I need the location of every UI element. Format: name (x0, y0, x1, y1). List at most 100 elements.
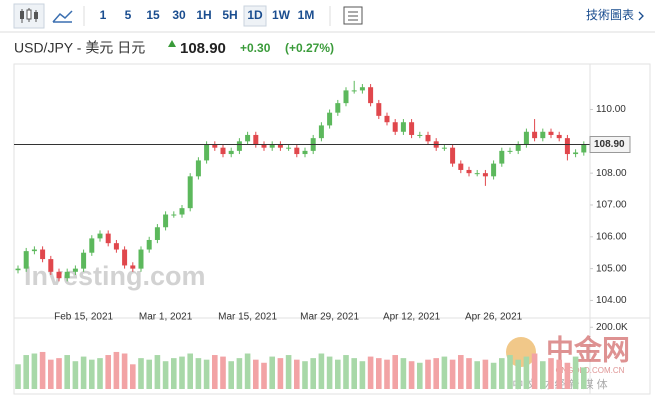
candle-body (441, 147, 447, 149)
candle-body (359, 87, 365, 91)
volume-bar (285, 355, 292, 389)
volume-bar (146, 359, 152, 389)
volume-bar (425, 359, 431, 389)
volume-bar (392, 355, 398, 389)
candle-body (302, 150, 308, 155)
volume-bar (326, 356, 333, 389)
volume-bar (72, 361, 79, 389)
volume-bar (48, 359, 54, 389)
volume-bar (97, 358, 103, 389)
volume-bar (23, 355, 29, 389)
volume-bar (171, 358, 177, 389)
candle-body (425, 134, 431, 142)
candle-body (384, 115, 390, 123)
interval-button[interactable]: 15 (146, 8, 160, 22)
volume-bar (130, 364, 136, 389)
chevron (638, 11, 644, 21)
candle-body (97, 233, 103, 239)
candle-body (171, 214, 177, 216)
last-price-label: 108.90 (594, 139, 625, 150)
candle-body (351, 90, 357, 92)
interval-button[interactable]: 1W (272, 8, 291, 22)
candle-body (573, 152, 579, 155)
candle-body (31, 249, 37, 252)
interval-button[interactable]: 1D (247, 8, 263, 22)
candle-body (130, 265, 136, 269)
volume-bar (417, 362, 423, 389)
candle-body (400, 122, 406, 132)
y-tick-label: 108.00 (596, 168, 627, 179)
volume-bar (433, 358, 439, 389)
interval-button[interactable]: 1H (196, 8, 211, 22)
volume-bar (31, 353, 38, 389)
candle-body (89, 238, 95, 253)
volume-bar (212, 355, 218, 389)
candle-body (72, 268, 78, 272)
candle-body (23, 251, 29, 269)
volume-bar (408, 361, 415, 389)
interval-button[interactable]: 1 (100, 8, 107, 22)
last-price: 108.90 (180, 40, 226, 57)
volume-bar (64, 355, 70, 389)
volume-bar (531, 353, 538, 389)
volume-bar (474, 361, 480, 389)
volume-bar (294, 359, 300, 389)
volume-bar (458, 355, 464, 389)
volume-bar (449, 359, 456, 389)
candle-body (548, 131, 554, 135)
volume-bar (351, 358, 357, 389)
candle-body (482, 173, 488, 177)
x-tick-label: Mar 1, 2021 (139, 312, 193, 323)
volume-bar (203, 359, 210, 389)
volume-bar (121, 353, 128, 389)
chart-type-candles[interactable] (13, 3, 45, 29)
volume-bar (581, 367, 587, 389)
change: +0.30 (240, 41, 271, 55)
candle-body (499, 150, 505, 164)
candle-body (523, 131, 529, 145)
interval-button[interactable]: 30 (172, 8, 186, 22)
technical-chart-link[interactable]: 技術圖表 (586, 8, 634, 22)
candle-body (515, 144, 521, 151)
volume-bar (548, 358, 554, 389)
candle-body (236, 141, 242, 151)
volume-bar (400, 358, 407, 389)
volume-bar (187, 353, 193, 389)
candle-body (581, 144, 587, 153)
volume-bar (236, 358, 243, 389)
volume-bar (179, 356, 185, 389)
y-tick-label: 104.00 (596, 295, 627, 306)
chart-type-line[interactable] (52, 10, 73, 23)
volume-bar (113, 351, 120, 389)
interval-bar: 1 5 15 30 1H 5H 1D 1W 1M (100, 5, 315, 27)
candle-body (327, 112, 333, 126)
candle-body (56, 271, 62, 279)
volume-bar (359, 361, 366, 389)
settings-button[interactable] (343, 6, 363, 25)
volume-bar (384, 359, 390, 389)
volume-bar (515, 359, 521, 389)
volume-bar (572, 356, 579, 389)
plot: 104.00 105.00 106.00 107.00 108.00 110.00 200.… (14, 80, 631, 389)
interval-button[interactable]: 5 (125, 8, 132, 22)
x-tick-label: Apr 12, 2021 (383, 312, 441, 323)
candle-body (507, 150, 513, 152)
volume-bar (482, 359, 489, 389)
volume-bar (507, 355, 513, 389)
x-tick-label: Mar 15, 2021 (218, 312, 277, 323)
volume-bar (564, 362, 571, 389)
candle-body (15, 268, 21, 271)
volume-bar (523, 356, 530, 389)
interval-selected (243, 5, 267, 27)
candle-body (40, 249, 46, 260)
candle-body (113, 243, 119, 250)
candle-body (245, 134, 251, 142)
candle-body (417, 134, 423, 136)
interval-button[interactable]: 1M (298, 8, 315, 22)
interval-button[interactable]: 5H (222, 8, 237, 22)
candle-body (368, 87, 374, 104)
volume-bar (441, 356, 448, 389)
y-tick-label: 107.00 (596, 200, 627, 211)
candle-body (269, 144, 275, 148)
